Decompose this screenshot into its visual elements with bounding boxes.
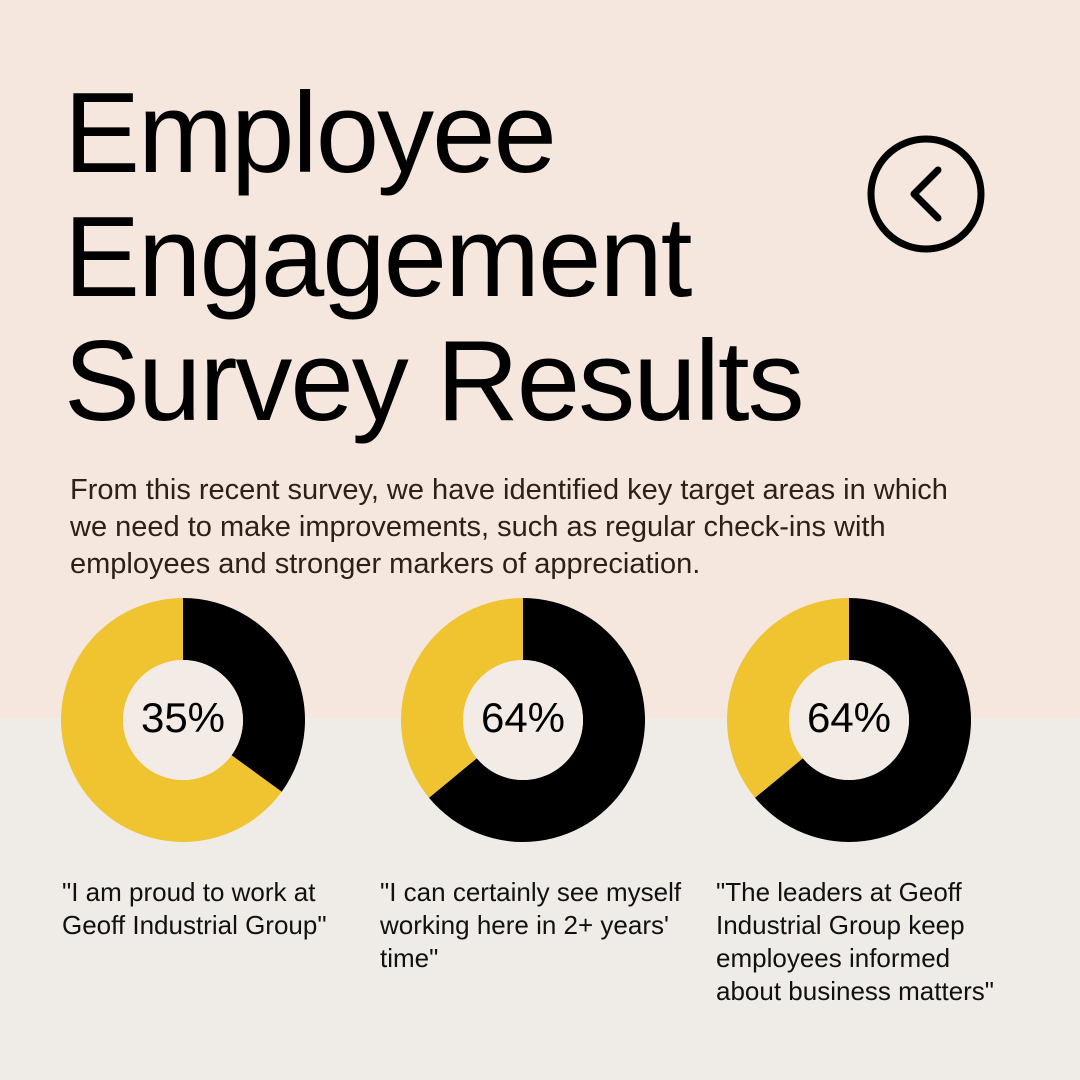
donut-segment-value bbox=[428, 598, 645, 842]
donut-segment-remainder bbox=[401, 598, 523, 798]
donut-segment-value bbox=[754, 598, 971, 842]
percent-label: 64% bbox=[481, 694, 565, 741]
chart-caption: "The leaders at Geoff Industrial Group k… bbox=[716, 877, 995, 1006]
title-line: Engagement bbox=[64, 194, 692, 321]
donut-segment-remainder bbox=[61, 598, 282, 842]
donut-chart-3: 64% bbox=[727, 598, 971, 842]
percent-label: 64% bbox=[807, 694, 891, 741]
donut-segment-remainder bbox=[727, 598, 849, 798]
donut-marks bbox=[61, 598, 305, 842]
title-line: Employee bbox=[64, 70, 557, 197]
back-button[interactable] bbox=[866, 134, 986, 254]
donut-hole bbox=[789, 660, 909, 780]
title-line: Survey Results bbox=[64, 318, 805, 445]
donut-marks bbox=[727, 598, 971, 842]
donut-chart-1: 35% bbox=[61, 598, 305, 842]
chevron-left-icon bbox=[867, 135, 985, 253]
donut-chart-2: 64% bbox=[401, 598, 645, 842]
donut-marks bbox=[401, 598, 645, 842]
donut-segment-value bbox=[183, 598, 305, 792]
chart-caption: "I am proud to work at Geoff Industrial … bbox=[62, 877, 327, 940]
donut-hole bbox=[463, 660, 583, 780]
page-title: Employee Engagement Survey Results bbox=[64, 70, 805, 445]
donut-hole bbox=[123, 660, 243, 780]
percent-label: 35% bbox=[141, 694, 225, 741]
intro-text: From this recent survey, we have identif… bbox=[70, 474, 948, 580]
chart-caption: "I can certainly see myself working here… bbox=[380, 877, 682, 973]
